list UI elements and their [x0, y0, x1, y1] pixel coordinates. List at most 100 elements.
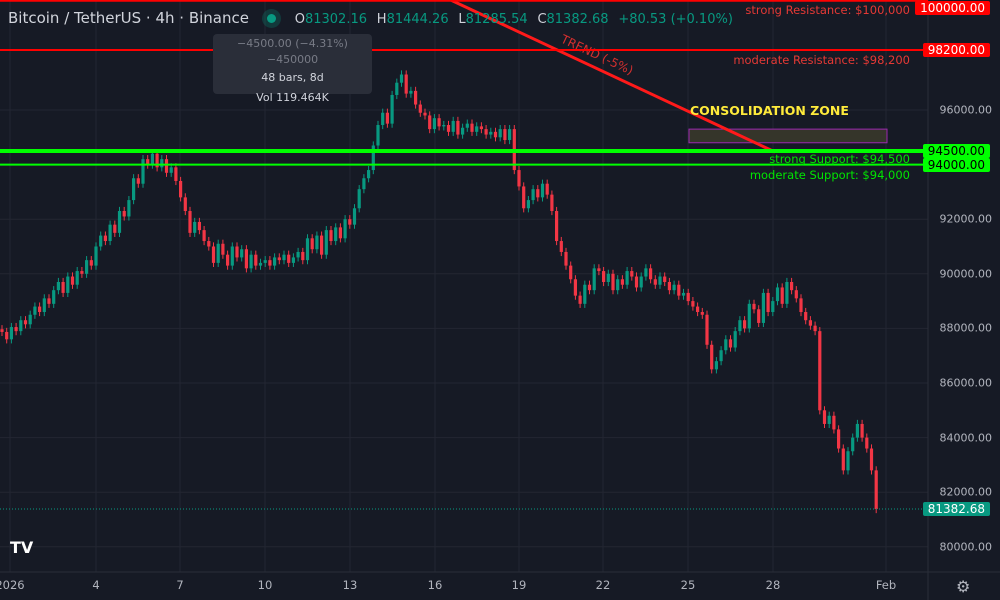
- y-tick-label: 92000.00: [939, 212, 993, 226]
- candle-body: [0, 329, 4, 332]
- candle-body: [799, 298, 803, 313]
- candle-body: [461, 127, 465, 135]
- candle-body: [691, 301, 695, 307]
- candle-body: [846, 451, 850, 471]
- candle-body: [348, 219, 352, 225]
- candle-body: [202, 230, 206, 242]
- candle-body: [329, 230, 333, 242]
- candle-body: [414, 90, 418, 105]
- tradingview-logo-icon[interactable]: TV: [10, 538, 34, 557]
- candle-body: [42, 298, 46, 313]
- current-price-tag: 81382.68: [922, 502, 990, 517]
- x-tick-label: Feb: [875, 578, 897, 592]
- x-tick-label: 10: [257, 578, 273, 592]
- candle-body: [677, 284, 681, 296]
- candle-body: [19, 320, 23, 332]
- candle-body: [780, 287, 784, 304]
- y-tick-label: 96000.00: [939, 103, 993, 117]
- candle-body: [597, 268, 601, 272]
- candle-body: [56, 281, 60, 291]
- candle-body: [606, 273, 610, 282]
- candle-body: [136, 178, 140, 184]
- candle-body: [211, 246, 216, 263]
- settings-gear-icon[interactable]: ⚙: [956, 577, 971, 596]
- level-label: strong Resistance: $100,000: [745, 2, 910, 17]
- candle-body: [249, 254, 253, 269]
- candle-body: [268, 260, 272, 266]
- candle-body: [122, 211, 126, 217]
- candle-body: [432, 118, 436, 130]
- candle-body: [28, 314, 32, 325]
- candle-body: [75, 271, 79, 285]
- candle-body: [794, 290, 798, 299]
- candle-body: [399, 74, 404, 83]
- candle-body: [489, 131, 493, 135]
- candle-body: [531, 189, 535, 201]
- candle-body: [164, 159, 169, 173]
- candle-body: [357, 189, 361, 209]
- candle-body: [860, 423, 864, 438]
- candle-body: [583, 284, 587, 304]
- candle-body: [226, 254, 230, 266]
- candle-body: [38, 306, 42, 313]
- candle-body: [418, 104, 422, 113]
- measure-range: −4500.00 (−4.31%) −450000: [237, 37, 348, 66]
- x-tick-label: 22: [595, 578, 611, 592]
- candle-body: [841, 448, 845, 471]
- candle-body: [602, 271, 606, 282]
- candle-body: [752, 303, 756, 310]
- candle-body: [14, 327, 18, 332]
- trend-line: [447, 0, 776, 154]
- candle-body: [771, 301, 775, 313]
- candle-body: [230, 246, 234, 266]
- candle-body: [545, 183, 549, 195]
- candle-body: [573, 279, 577, 296]
- candle-body: [865, 437, 869, 449]
- level-price-tag: 94500.00: [922, 143, 990, 158]
- candle-body: [315, 235, 319, 250]
- measure-tooltip: −4500.00 (−4.31%) −450000 48 bars, 8d Vo…: [213, 34, 372, 104]
- candle-body: [813, 325, 817, 332]
- candle-body: [470, 123, 474, 132]
- candle-body: [23, 320, 28, 325]
- candle-body: [818, 331, 822, 411]
- close-value: 81382.68: [546, 12, 609, 27]
- candle-body: [832, 415, 836, 430]
- candle-body: [367, 170, 371, 179]
- candle-body: [785, 281, 789, 304]
- candle-body: [371, 145, 375, 171]
- candle-body: [616, 279, 620, 291]
- candle-body: [99, 235, 103, 247]
- candle-body: [113, 224, 117, 233]
- candle-body: [743, 320, 747, 329]
- market-status-icon: [266, 14, 276, 23]
- candle-body: [324, 230, 328, 255]
- candle-body: [61, 281, 65, 293]
- candle-body: [526, 200, 530, 209]
- candle-body: [235, 246, 239, 258]
- candle-body: [404, 74, 408, 94]
- candle-body: [667, 281, 671, 291]
- consolidation-zone-box: [688, 128, 888, 144]
- candle-body: [451, 120, 455, 132]
- candle-body: [733, 331, 737, 348]
- candle-body: [141, 159, 145, 184]
- candle-body: [362, 178, 366, 190]
- candle-body: [301, 251, 305, 261]
- candle-body: [517, 170, 521, 187]
- candle-body: [663, 276, 667, 282]
- candle-body: [522, 186, 526, 209]
- candle-body: [724, 339, 728, 351]
- candle-body: [719, 350, 723, 362]
- x-tick-label: 25: [680, 578, 696, 592]
- symbol-title[interactable]: Bitcoin / TetherUS · 4h · Binance: [8, 9, 249, 27]
- candle-body: [855, 423, 859, 438]
- candle-body: [728, 339, 733, 348]
- candle-body: [207, 241, 211, 247]
- candle-body: [89, 260, 93, 266]
- x-tick-label: 28: [765, 578, 781, 592]
- candle-body: [747, 303, 751, 329]
- candle-body: [653, 279, 657, 285]
- candle-body: [625, 271, 629, 285]
